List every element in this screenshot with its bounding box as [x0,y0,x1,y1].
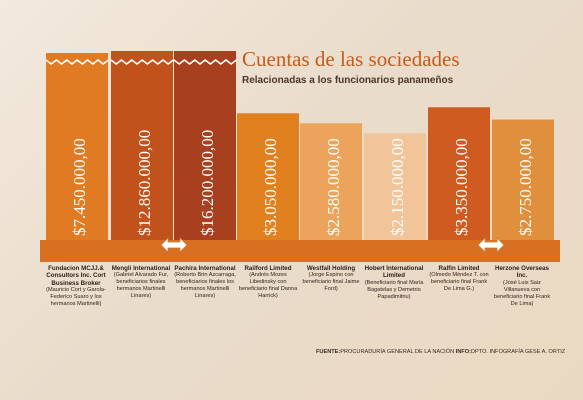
category-name: Fundacion MCJJ.& Consultors Inc. Cort Bu… [46,265,106,287]
category-note: (José Luis Saiz Villanueva con beneficia… [493,279,551,307]
info-label: INFO: [455,349,471,355]
link-arrow-icon [160,237,188,253]
bar-value-label: $16.200.000,00 [198,130,217,236]
link-arrow-icon [477,237,505,253]
break-mark [45,58,109,66]
category-name: Herzone Overseas Inc. [495,265,549,280]
break-mark [173,58,237,66]
bar-label-8: Herzone Overseas Inc. (José Luis Saiz Vi… [490,265,554,308]
category-note: (Beneficiario final María Bagatelas y De… [364,279,424,300]
bar-label-4: Railford Limited (Andrés Mozes Libedinsk… [236,265,300,300]
bar-value-label: $7.450.000,00 [70,138,89,236]
bar-value-label: $3.050.000,00 [261,138,280,236]
bar-label-2: Mengli International (Gabriel Alvarado F… [109,265,173,300]
bar-5 [300,123,362,240]
bar-value-label: $12.860.000,00 [135,130,154,236]
footer-credits: FUENTE:PROCURADURÍA GENERAL DE LA NACIÓN… [316,349,581,355]
category-name: Westfall Holding [306,265,356,272]
category-name: Ralfin Limited [438,265,480,272]
chart-title: Cuentas de las sociedades [242,47,460,71]
bar-label-7: Ralfin Limited (Olmedo Méndez T. con ben… [427,265,491,293]
bar-label-6: Hobert International Limited (Beneficiar… [362,265,426,301]
bar-value-label: $2.150.000,00 [388,138,407,236]
bar-label-1: Fundacion MCJJ.& Consultors Inc. Cort Bu… [44,265,108,308]
bar-value-label: $3.350.000,00 [452,138,471,236]
bar-label-5: Westfall Holding (Jorge Espino con benef… [299,265,363,293]
bar-value-label: $2.750.000,00 [516,138,535,236]
source-text: PROCURADURÍA GENERAL DE LA NACIÓN [340,349,455,355]
category-name: Pachira International [174,265,236,272]
category-note: (Gabriel Alvarado Fur, beneficiarios fin… [113,272,169,300]
category-note: (Andrés Mozes Libedinsky con beneficiari… [238,272,298,300]
category-note: (Olmedo Méndez T. con beneficiario final… [429,272,489,293]
bar-2 [111,51,173,240]
category-note: (Roberto Brin Azcarraga, beneficiarios f… [174,272,236,300]
bar-label-3: Pachira International (Roberto Brin Azca… [173,265,237,300]
category-note: (Mauricio Cort y Garola-Federico Suaro y… [46,287,106,308]
bar-8 [492,119,554,240]
category-name: Hobert International Limited [364,265,424,280]
category-note: (Jorge Espino con beneficiario final Jai… [302,272,360,293]
bar-7 [428,107,490,240]
source-label: FUENTE: [316,349,341,355]
bar-4 [237,113,299,240]
category-name: Mengli International [111,265,171,272]
bar-3 [174,51,236,240]
title-block: Cuentas de las sociedades Relacionadas a… [242,48,572,86]
info-text: DPTO. INFOGRAFÍA GESE A. ORTIZ [470,349,566,355]
bar-1 [46,53,108,240]
chart-subtitle: Relacionadas a los funcionarios panameño… [242,75,454,86]
bar-value-label: $2.580.000,00 [324,138,343,236]
category-name: Railford Limited [244,265,292,272]
bar-6 [364,133,426,240]
break-mark [110,58,174,66]
